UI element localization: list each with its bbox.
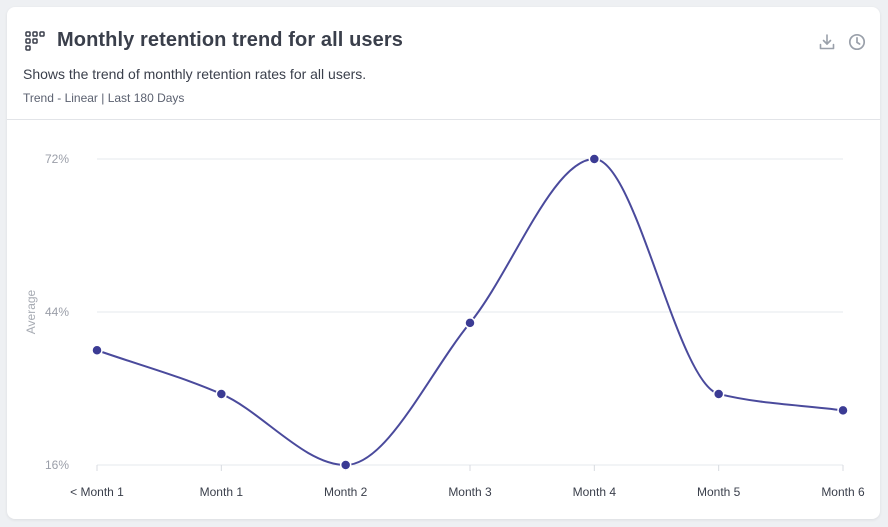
x-tick-label: Month 1 (200, 485, 244, 499)
x-axis-ticks (96, 465, 844, 471)
x-tick-label: Month 5 (697, 485, 741, 499)
data-point[interactable] (588, 153, 601, 165)
card-actions (818, 33, 866, 51)
title-row: Monthly retention trend for all users (25, 29, 403, 52)
card-header: Monthly retention trend for all users Sh… (7, 7, 880, 120)
y-tick-label: 72% (45, 152, 69, 166)
grid-lines (97, 158, 843, 466)
clock-icon[interactable] (848, 33, 866, 51)
line-chart: Average 16% 44% 72% < Month 1 Month 1 Month … (24, 152, 865, 499)
data-point[interactable] (712, 388, 725, 400)
data-point[interactable] (837, 404, 849, 417)
data-point[interactable] (215, 388, 228, 400)
y-tick-label: 44% (45, 305, 69, 319)
data-point[interactable] (91, 344, 103, 356)
data-point[interactable] (464, 317, 476, 329)
series-line-average (96, 157, 844, 467)
series-points (91, 153, 849, 471)
x-tick-label: Month 4 (573, 485, 617, 499)
x-tick-label: Month 2 (324, 485, 368, 499)
y-axis-label: Average (24, 289, 38, 334)
x-tick-label: Month 6 (821, 485, 865, 499)
data-point[interactable] (339, 459, 352, 471)
download-icon[interactable] (818, 33, 836, 51)
x-axis-tick-labels: < Month 1 Month 1 Month 2 Month 3 Month 4 Mon… (70, 485, 865, 499)
chart-card: Monthly retention trend for all users Sh… (7, 7, 880, 519)
chart-title: Monthly retention trend for all users (57, 29, 403, 51)
x-tick-label: Month 3 (448, 485, 492, 499)
x-tick-label: < Month 1 (70, 485, 124, 499)
chart-subtitle: Shows the trend of monthly retention rat… (23, 66, 367, 82)
grid-icon (25, 30, 45, 51)
y-axis-tick-labels: 16% 44% 72% (45, 152, 69, 472)
y-tick-label: 16% (45, 458, 69, 472)
chart-meta: Trend - Linear | Last 180 Days (23, 91, 185, 105)
